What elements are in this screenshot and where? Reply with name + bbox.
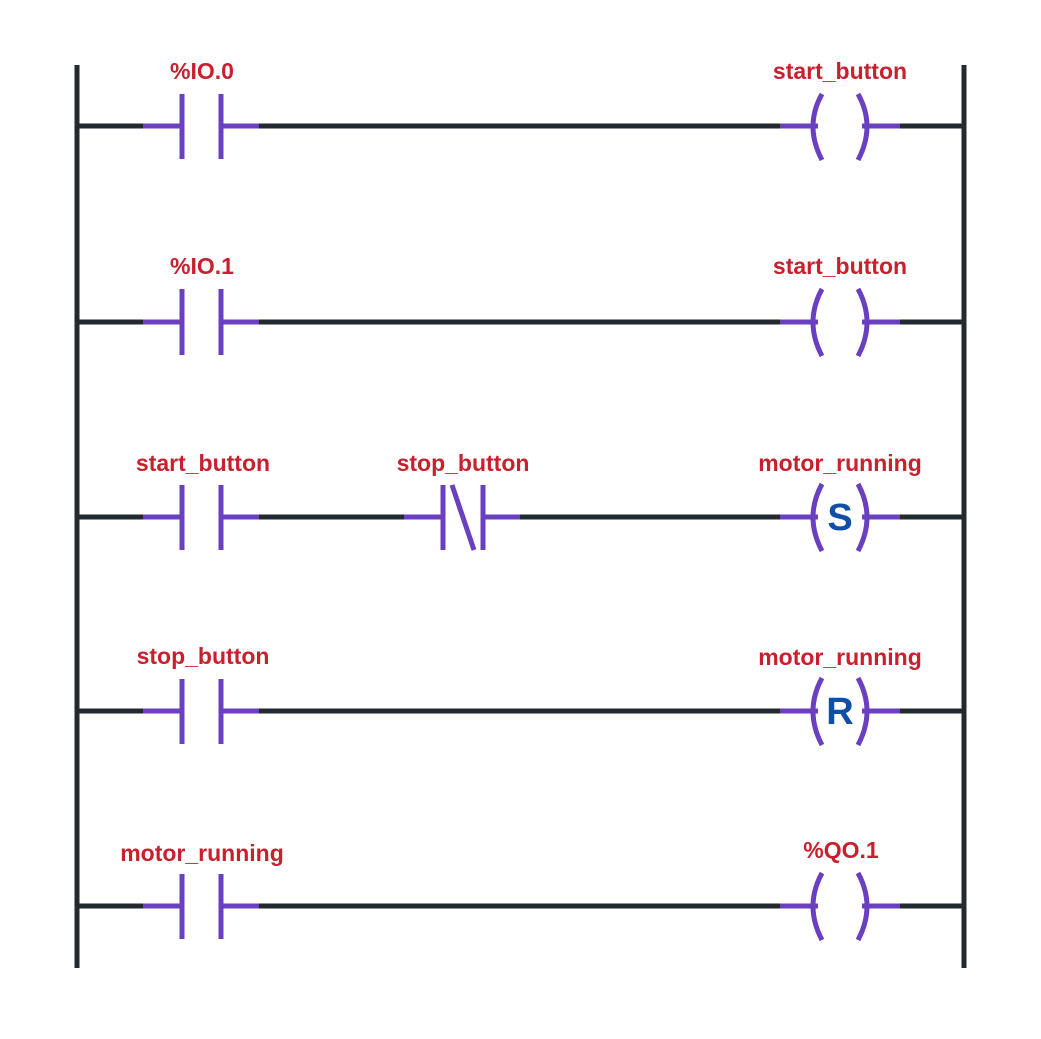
coil	[780, 871, 902, 942]
coil-type-letter: R	[826, 691, 853, 733]
contact-no	[143, 679, 261, 744]
coil-tag: start_button	[773, 58, 907, 84]
contact-tag: %IO.1	[170, 253, 234, 279]
contact-no	[143, 94, 261, 159]
contact-no	[143, 874, 261, 939]
coil-type-letter: S	[827, 497, 852, 539]
contact-no	[143, 485, 261, 550]
contact-no	[143, 289, 261, 355]
contact-nc	[404, 484, 522, 551]
coil-tag: motor_running	[758, 644, 922, 670]
rung-2: %IO.1 start_button	[77, 253, 964, 358]
contact-tag: stop_button	[397, 450, 530, 476]
contact-tag: motor_running	[120, 840, 284, 866]
coil	[780, 287, 902, 358]
coil-tag: start_button	[773, 253, 907, 279]
contact-tag: %IO.0	[170, 58, 234, 84]
coil-tag: %QO.1	[803, 837, 879, 863]
rung-5: motor_running %QO.1	[77, 837, 964, 942]
rung-1: %IO.0 start_button	[77, 58, 964, 162]
rung-3: start_button stop_button S motor_running	[77, 450, 964, 553]
coil-tag: motor_running	[758, 450, 922, 476]
coil-set	[780, 482, 902, 553]
contact-tag: stop_button	[137, 643, 270, 669]
rung-4: stop_button R motor_running	[77, 643, 964, 747]
coil	[780, 92, 902, 162]
coil-reset	[780, 676, 902, 747]
contact-tag: start_button	[136, 450, 270, 476]
